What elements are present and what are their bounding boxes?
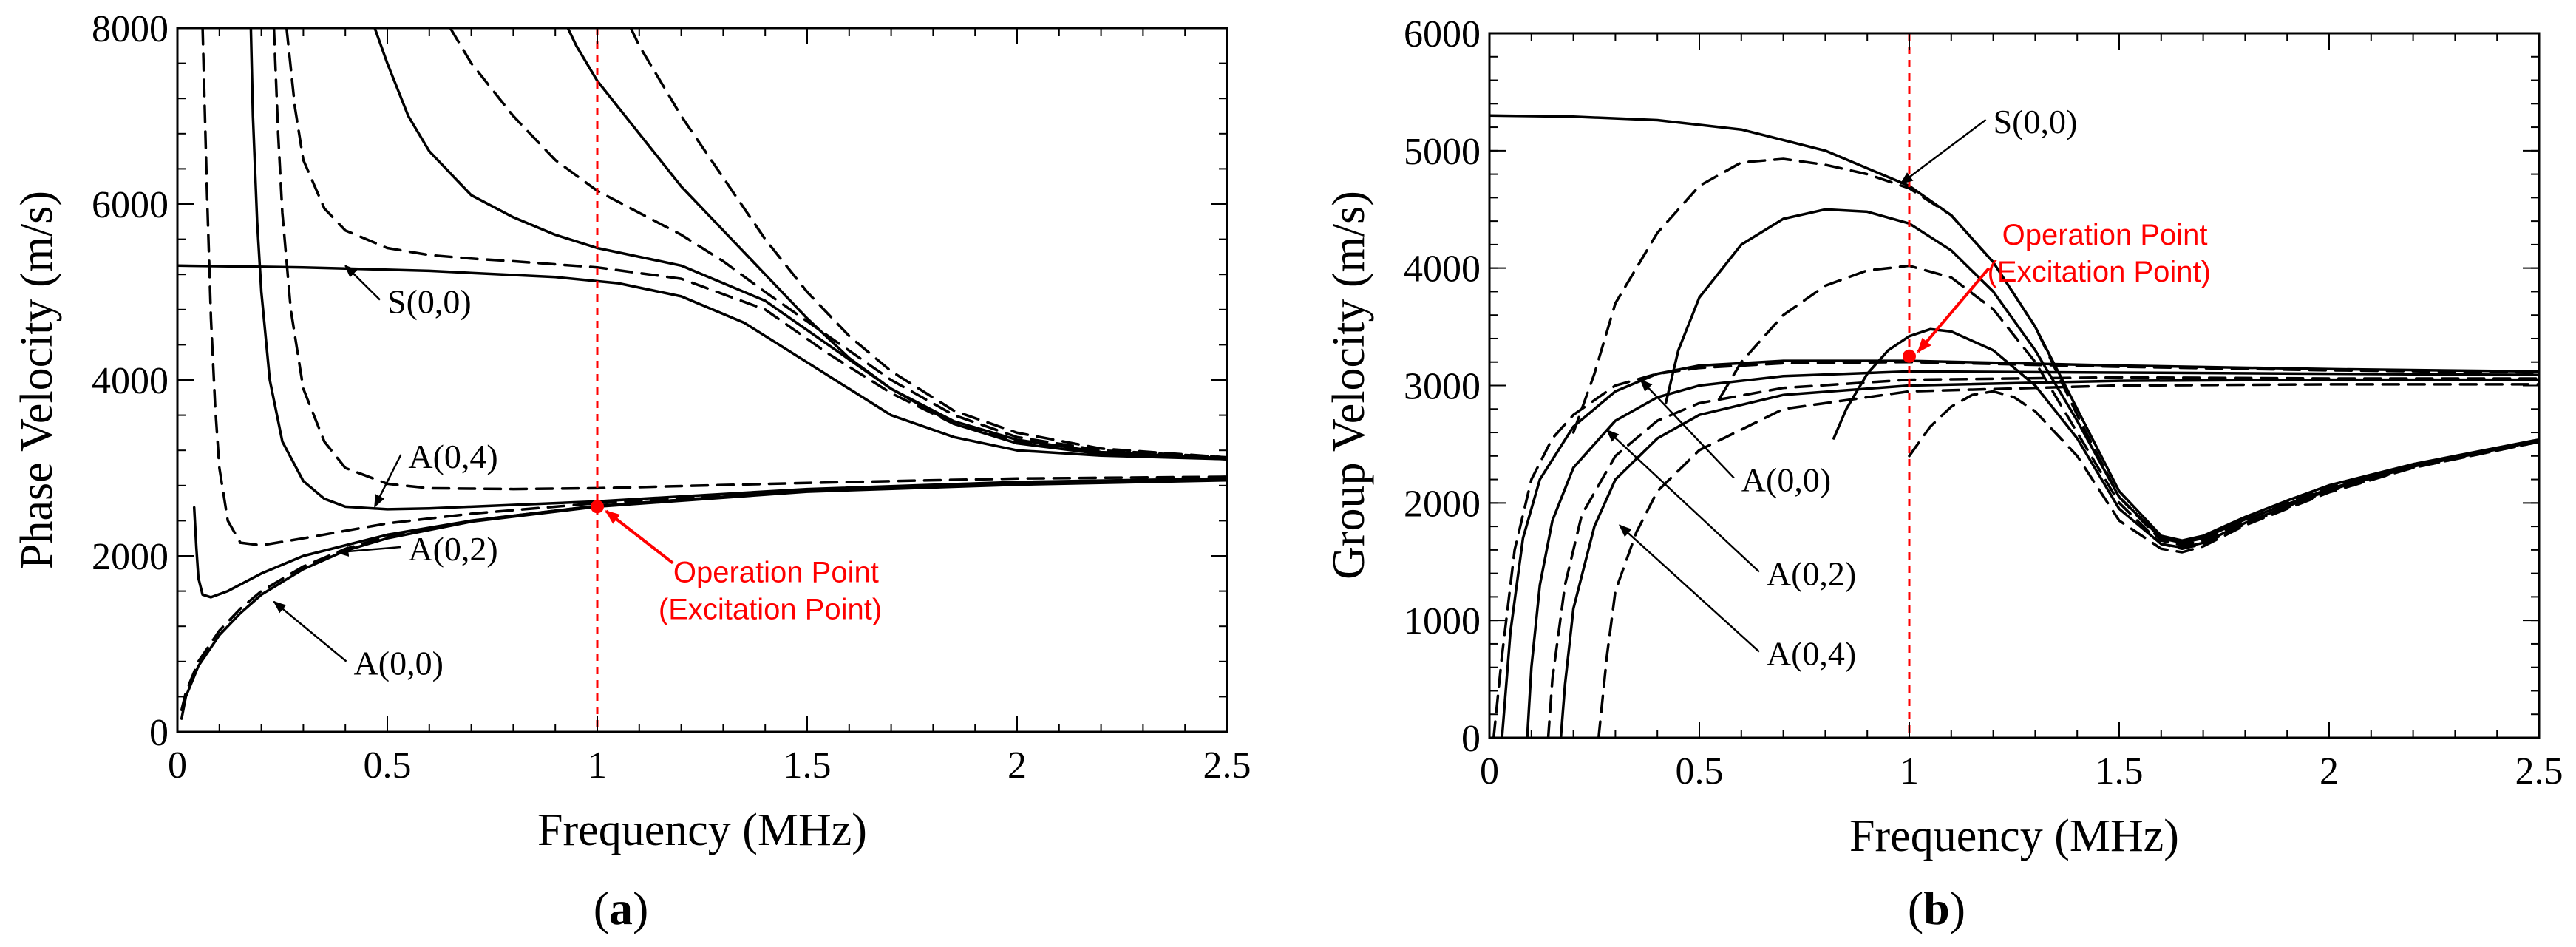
panel-a-ytick-label: 6000 xyxy=(92,184,169,226)
panel-b-operation-point-label: Operation Point xyxy=(2002,219,2208,251)
panel-b-y-axis-title: Group Velocity (m/s) xyxy=(1324,191,1374,580)
panel-b-xtick-label: 0 xyxy=(1480,750,1499,792)
panel-a-operation-point-marker xyxy=(591,500,604,514)
panel-a-annotation-a-0-2: A(0,2) xyxy=(408,530,497,568)
panel-b-ytick-label: 5000 xyxy=(1404,131,1481,173)
panel-a-ytick-label: 0 xyxy=(149,712,169,754)
panel-a-series-mode-5-dashed xyxy=(449,28,1227,459)
panel-b-annotation-arrow xyxy=(1618,524,1760,653)
panel-b-ytick-label: 3000 xyxy=(1404,366,1481,408)
panel-a-x-axis-title: Frequency (MHz) xyxy=(537,805,867,855)
panel-b-series-a-0-4 xyxy=(1559,378,2539,738)
panel-b-operation-point-arrow xyxy=(1917,267,1991,353)
panel-a-ticks: 0 0.5 1 1.5 2 2.5 0 2000 4000 6000 8000 xyxy=(92,8,1251,787)
panel-b-series-mode-solid-3500 xyxy=(1832,327,2539,549)
panel-a-operation-point-label: (Excitation Point) xyxy=(659,594,882,626)
panel-b-annotations: S(0,0) A(0,0) A(0,2) A(0,4) Operation Point (… xyxy=(1605,103,2211,673)
panel-a-series-mode-6-solid xyxy=(566,28,1227,461)
panel-a-annotation-arrow xyxy=(273,600,347,662)
panel-a-series-mode-5-solid xyxy=(373,28,1227,461)
panel-a-series-mode-6-dashed xyxy=(629,28,1227,459)
panel-b-ytick-label: 2000 xyxy=(1404,483,1481,525)
panel-a-xtick-label: 2.5 xyxy=(1203,744,1251,787)
panel-b-ytick-label: 6000 xyxy=(1404,13,1481,55)
panel-b-caption: (b) xyxy=(1908,882,1965,934)
panel-b-ytick-label: 4000 xyxy=(1404,248,1481,291)
panel-b-curves xyxy=(1489,114,2539,738)
panel-a-phase-velocity-chart: S(0,0) A(0,4) A(0,2) A(0,0) Operation Point (… xyxy=(12,8,1251,934)
panel-b-series-a-0-2-dashed xyxy=(1546,376,2539,738)
panel-a-series-a-0-4 xyxy=(249,28,1227,511)
panel-b-xtick-label: 1 xyxy=(1900,750,1919,792)
panel-b-annotation-arrow xyxy=(1639,379,1735,479)
panel-b-ytick-label: 1000 xyxy=(1404,600,1481,642)
panel-a-xtick-label: 2 xyxy=(1007,744,1027,787)
panel-b-series-mode-dashed-3000 xyxy=(1908,390,2539,554)
panel-b-annotation-a-0-0: A(0,0) xyxy=(1741,461,1831,498)
panel-a-xtick-label: 0.5 xyxy=(364,744,412,787)
panel-b-annotation-a-0-2: A(0,2) xyxy=(1767,555,1856,593)
panel-a-series-a-0-2 xyxy=(192,478,1227,599)
panel-a-xtick-label: 1 xyxy=(588,744,607,787)
panel-b-group-velocity-chart: S(0,0) A(0,0) A(0,2) A(0,4) Operation Point (… xyxy=(1324,13,2563,934)
panel-b-operation-point-label: (Excitation Point) xyxy=(1988,256,2211,288)
panel-b-operation-point-marker xyxy=(1903,349,1916,363)
panel-b-series-a-0-0 xyxy=(1501,359,2539,738)
panel-a-annotation-s-0-0: S(0,0) xyxy=(387,283,472,321)
panel-b-ytick-label: 0 xyxy=(1461,718,1481,760)
panel-a-xtick-label: 0 xyxy=(168,744,187,787)
panel-a-caption: (a) xyxy=(594,882,649,934)
panel-a-series-a-0-4-dashed xyxy=(272,28,1227,491)
panel-b-annotation-arrow xyxy=(1900,119,1987,185)
panel-b-series-a-0-4-dashed xyxy=(1597,383,2539,738)
panel-a-series-s-0-0 xyxy=(177,264,1227,461)
panel-b-series-s-0-0-dashed xyxy=(1571,157,2539,547)
panel-a-ytick-label: 2000 xyxy=(92,536,169,578)
panel-b-xtick-label: 1.5 xyxy=(2096,750,2144,792)
panel-a-series-mode-4-dashed xyxy=(285,28,1227,460)
panel-a-annotation-arrow xyxy=(344,265,381,301)
panel-b-series-s-0-0 xyxy=(1489,114,2539,542)
panel-a-xtick-label: 1.5 xyxy=(784,744,832,787)
panel-b-series-mode-solid-4500 xyxy=(1664,208,2539,545)
panel-b-series-a-0-0-dashed xyxy=(1492,360,2539,738)
panel-a-operation-point-arrow xyxy=(605,509,674,565)
panel-b-annotation-arrow xyxy=(1605,429,1760,573)
panel-a-ytick-label: 4000 xyxy=(92,360,169,402)
panel-a-plot-frame xyxy=(176,27,1228,733)
panel-a-annotation-a-0-4: A(0,4) xyxy=(408,438,497,475)
panel-a-annotation-arrow xyxy=(373,454,402,508)
panel-b-xtick-label: 2.5 xyxy=(2515,750,2563,792)
panel-a-annotation-arrow xyxy=(336,546,401,557)
panel-b-xtick-label: 0.5 xyxy=(1676,750,1724,792)
panel-a-operation-point-label: Operation Point xyxy=(673,557,879,589)
panel-a-annotation-a-0-0: A(0,0) xyxy=(354,645,444,682)
panel-a-curves xyxy=(177,28,1227,720)
panel-a-annotations: S(0,0) A(0,4) A(0,2) A(0,0) Operation Point (… xyxy=(273,265,882,682)
panel-a-series-a-0-2-dashed xyxy=(201,28,242,544)
panel-b-annotation-a-0-4: A(0,4) xyxy=(1767,635,1856,673)
panel-b-annotation-s-0-0: S(0,0) xyxy=(1994,103,2078,140)
panel-b-ticks: 0 0.5 1 1.5 2 2.5 0 1000 2000 3000 4000 5000 6000 xyxy=(1404,13,2563,792)
panel-a-y-axis-title: Phase Velocity (m/s) xyxy=(12,191,62,569)
panel-b-xtick-label: 2 xyxy=(2320,750,2339,792)
panel-b-x-axis-title: Frequency (MHz) xyxy=(1849,811,2179,861)
panel-a-ytick-label: 8000 xyxy=(92,8,169,50)
